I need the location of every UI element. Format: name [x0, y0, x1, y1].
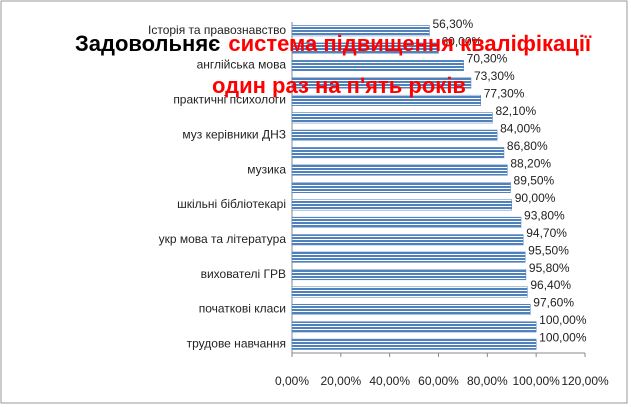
- y-tick-label: шкільні бібліотекарі: [177, 197, 286, 211]
- value-label: 97,60%: [533, 296, 574, 310]
- y-tick-label: вихователі ГРВ: [201, 267, 286, 281]
- bar: [291, 251, 526, 263]
- value-label: 93,80%: [524, 209, 565, 223]
- bar: [291, 234, 524, 246]
- bar: [291, 338, 537, 350]
- value-label: 90,00%: [515, 191, 556, 205]
- bar: [291, 94, 481, 106]
- x-tick-label: 0,00%: [275, 374, 309, 388]
- y-tick-label: Історія та правознавство: [148, 23, 286, 37]
- bar: [291, 77, 472, 89]
- chart-title: Задовольняє: [75, 31, 220, 56]
- value-label: 84,00%: [500, 121, 541, 135]
- value-label: 88,20%: [510, 156, 551, 170]
- bar: [291, 286, 528, 298]
- y-tick-label: англійська мова: [197, 58, 287, 72]
- bar: [291, 182, 511, 193]
- value-label: 86,80%: [507, 139, 548, 153]
- value-label: 94,70%: [526, 226, 567, 240]
- x-tick-label: 40,00%: [369, 374, 410, 388]
- bar: [291, 303, 531, 315]
- value-label: 100,00%: [539, 330, 587, 344]
- bar: [291, 112, 493, 124]
- value-label: 89,50%: [514, 174, 555, 188]
- x-tick-label: 120,00%: [561, 374, 609, 388]
- value-label: 100,00%: [539, 313, 587, 327]
- bar: [291, 42, 439, 54]
- value-label: 95,50%: [528, 243, 569, 257]
- y-tick-label: початкові класи: [199, 302, 286, 316]
- bar: [291, 164, 508, 176]
- bar: [291, 129, 498, 141]
- value-label: 95,80%: [529, 261, 570, 275]
- x-tick-label: 20,00%: [320, 374, 361, 388]
- value-label: 77,30%: [484, 87, 525, 101]
- x-tick-label: 60,00%: [418, 374, 459, 388]
- y-tick-label: муз керівники ДНЗ: [182, 127, 286, 141]
- x-tick-label: 100,00%: [512, 374, 560, 388]
- value-label: 73,30%: [474, 69, 515, 83]
- value-label: 70,30%: [467, 52, 508, 66]
- bar: [291, 147, 505, 159]
- bar: [291, 25, 430, 37]
- y-tick-label: трудове навчання: [187, 336, 286, 350]
- bar: [291, 216, 522, 228]
- value-label: 56,30%: [432, 17, 473, 31]
- bar: [291, 60, 464, 72]
- bar: [291, 321, 537, 333]
- bar: [291, 199, 512, 211]
- value-label: 60,00%: [442, 34, 483, 48]
- x-tick-label: 80,00%: [467, 374, 508, 388]
- value-label: 82,10%: [495, 104, 536, 118]
- value-label: 96,40%: [530, 278, 571, 292]
- y-tick-label: практичні психологи: [173, 93, 286, 107]
- bar: [291, 269, 527, 281]
- y-tick-label: музика: [247, 162, 286, 176]
- chart-title: система підвищення кваліфікації: [228, 31, 592, 56]
- chart-title: один раз на п'ять років: [212, 73, 466, 98]
- y-tick-label: укр мова та література: [159, 232, 287, 246]
